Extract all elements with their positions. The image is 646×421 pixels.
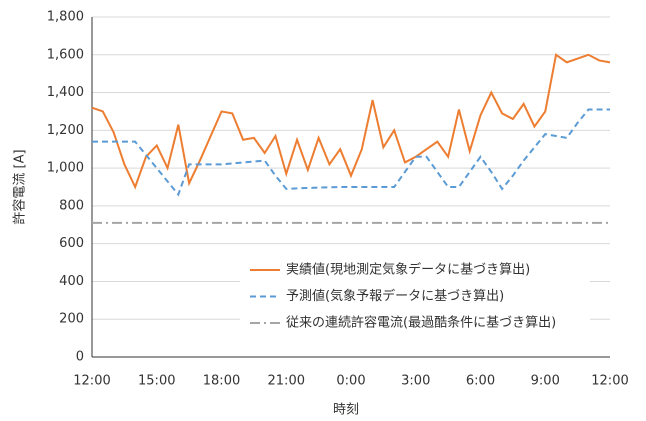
y-tick-label: 1,200 <box>47 123 84 138</box>
x-tick-label: 9:00 <box>531 374 560 389</box>
y-tick-label: 1,000 <box>47 161 84 176</box>
x-axis-label: 時刻 <box>333 403 359 418</box>
legend-box <box>240 256 590 340</box>
legend-label: 従来の連続許容電流(最過酷条件に基づき算出) <box>286 315 556 331</box>
x-tick-label: 21:00 <box>268 374 305 389</box>
x-tick-label: 15:00 <box>138 374 175 389</box>
y-tick-label: 400 <box>59 274 84 289</box>
x-tick-label: 0:00 <box>336 374 365 389</box>
y-tick-label: 1,800 <box>47 10 84 25</box>
x-tick-label: 18:00 <box>203 374 240 389</box>
y-tick-label: 1,400 <box>47 85 84 100</box>
series-line <box>92 108 610 197</box>
y-axis-label: 許容電流 [A] <box>12 149 28 224</box>
y-tick-label: 0 <box>76 350 84 365</box>
legend-label: 実績値(現地測定気象データに基づき算出) <box>286 262 530 278</box>
legend-label: 予測値(気象予報データに基づき算出) <box>286 288 504 304</box>
x-tick-label: 3:00 <box>401 374 430 389</box>
y-tick-label: 600 <box>59 236 84 251</box>
x-tick-label: 6:00 <box>466 374 495 389</box>
y-tick-label: 200 <box>59 312 84 327</box>
x-tick-label: 12:00 <box>591 374 628 389</box>
x-tick-label: 12:00 <box>73 374 110 389</box>
series-line <box>91 53 611 190</box>
y-tick-label: 1,600 <box>47 47 84 62</box>
y-tick-label: 800 <box>59 198 84 213</box>
